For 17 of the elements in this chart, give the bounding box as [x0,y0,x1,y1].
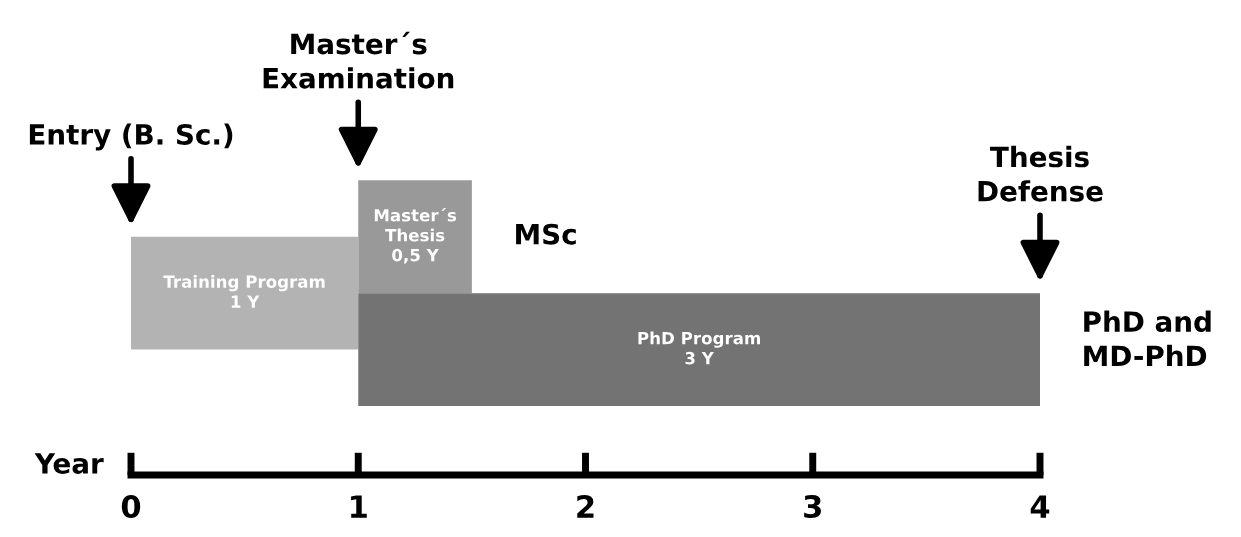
x-tick-label: 0 [121,494,141,519]
x-tick-label: 1 [351,495,367,518]
bar [131,236,359,350]
annotation: Thesis Defense [978,145,1103,202]
annotation: MSc [516,223,576,245]
annotation: Master´s Examination [263,31,454,89]
x-tick-label: 3 [804,494,821,519]
bar [358,180,472,294]
text: PhD and MD-PhD [1084,310,1211,366]
x-tick-label: 2 [577,494,594,518]
bar [358,293,1040,407]
data-label: Training Program 1 Y [163,275,325,308]
data-label: PhD Program 3 Y [638,331,760,365]
text: Entry (B. Sc.) [29,123,233,151]
x-axis-title: Year [34,453,104,474]
data-label: Master´s Thesis 0,5 Y [374,207,457,264]
x-tick-label: 4 [1030,495,1050,518]
